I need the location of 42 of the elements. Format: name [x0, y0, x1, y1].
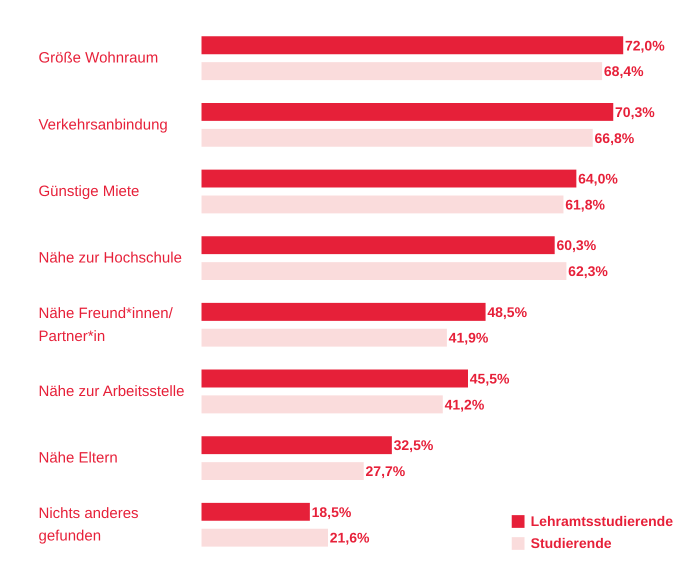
bar [202, 328, 447, 347]
data-label: 41,2% [444, 396, 485, 412]
legend-label: Lehramtsstudierende [530, 513, 673, 529]
data-label: 18,5% [312, 504, 352, 520]
data-label: 27,7% [366, 463, 406, 480]
y-tick-label: Nichts anderes gefunden [38, 504, 139, 545]
bar [202, 302, 486, 321]
bar [202, 502, 310, 521]
data-label: 45,5% [470, 370, 510, 387]
bar [202, 370, 468, 388]
y-tick-label: Größe Wohnraum [38, 50, 158, 67]
data-label: 64,0% [578, 170, 618, 187]
data-label: 21,6% [330, 530, 370, 546]
data-label: 60,3% [556, 237, 597, 254]
y-tick-label: Nähe Freund*innen/ Partner*in [38, 304, 174, 345]
bar [202, 528, 328, 547]
data-label: 70,3% [615, 104, 656, 120]
data-label: 48,5% [487, 304, 528, 320]
legend-label: Studierende [530, 535, 612, 551]
y-tick-label: Verkehrsanbindung [38, 116, 168, 134]
bar [202, 462, 364, 480]
bar [202, 62, 602, 80]
bar [202, 195, 564, 214]
data-label: 66,8% [594, 130, 635, 146]
bar [202, 262, 566, 280]
bar [202, 395, 443, 414]
data-label: 62,3% [568, 263, 608, 280]
bar [202, 236, 555, 254]
data-label: 72,0% [624, 37, 666, 54]
bar [202, 170, 576, 188]
y-tick-label: Günstige Miete [38, 182, 140, 200]
y-tick-label: Nähe zur Hochschule [38, 250, 182, 267]
bar [202, 128, 593, 147]
bar [202, 36, 624, 54]
data-label: 68,4% [604, 63, 644, 80]
data-label: 61,8% [565, 196, 606, 212]
bar [202, 102, 614, 121]
y-tick-label: Nähe Eltern [38, 450, 118, 467]
y-tick-label: Nähe zur Arbeitsstelle [38, 382, 184, 400]
data-label: 32,5% [394, 437, 434, 454]
data-label: 41,9% [448, 330, 489, 346]
bar [202, 436, 392, 454]
